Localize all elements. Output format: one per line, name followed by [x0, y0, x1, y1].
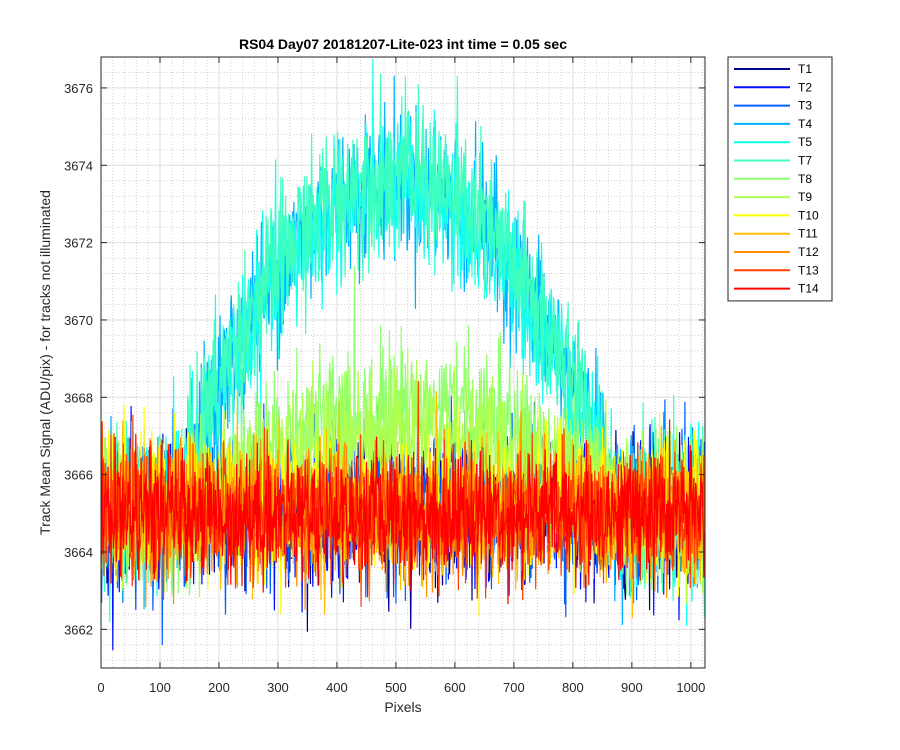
legend-label-t1: T1 — [798, 62, 812, 76]
x-tick-label: 1000 — [676, 680, 705, 695]
x-tick-label: 600 — [444, 680, 466, 695]
legend-label-t9: T9 — [798, 190, 812, 204]
x-tick-labels: 0 100 200 300 400 500 600 700 800 900 1000 — [97, 680, 705, 695]
legend-label-t10: T10 — [798, 208, 819, 222]
y-tick-label: 3666 — [64, 468, 93, 483]
legend-label-t13: T13 — [798, 263, 819, 277]
y-tick-label: 3676 — [64, 81, 93, 96]
y-tick-labels: 3662 3664 3666 3668 3670 3672 3674 3676 — [64, 81, 93, 637]
y-tick-label: 3670 — [64, 313, 93, 328]
y-tick-label: 3674 — [64, 158, 93, 173]
tick-marks — [100, 57, 705, 668]
series-line-t14 — [101, 419, 705, 605]
legend-label-t8: T8 — [798, 172, 812, 186]
x-tick-label: 200 — [208, 680, 230, 695]
y-axis-label: Track Mean Signal (ADU/pix) - for tracks… — [37, 190, 53, 535]
x-tick-label: 300 — [267, 680, 289, 695]
legend-label-t5: T5 — [798, 135, 812, 149]
legend-label-t12: T12 — [798, 245, 819, 259]
x-tick-label: 500 — [385, 680, 407, 695]
x-tick-label: 400 — [326, 680, 348, 695]
x-tick-label: 700 — [503, 680, 525, 695]
y-tick-label: 3668 — [64, 390, 93, 405]
y-tick-label: 3664 — [64, 545, 93, 560]
legend-label-t14: T14 — [798, 282, 819, 296]
y-tick-label: 3672 — [64, 236, 93, 251]
legend-label-t7: T7 — [798, 154, 812, 168]
legend-label-t3: T3 — [798, 99, 812, 113]
x-tick-label: 800 — [562, 680, 584, 695]
legend-label-t2: T2 — [798, 80, 812, 94]
plot-frame — [100, 56, 706, 669]
x-tick-label: 0 — [97, 680, 104, 695]
legend-label-t4: T4 — [798, 117, 812, 131]
x-tick-label: 900 — [621, 680, 643, 695]
legend: T1 T2 T3 T4 T5 T7 T8 T9 T10 T11 T12 T13 T14 — [727, 56, 833, 302]
y-tick-label: 3662 — [64, 622, 93, 637]
legend-label-t11: T11 — [798, 227, 818, 241]
x-tick-label: 100 — [149, 680, 171, 695]
x-axis-label: Pixels — [384, 699, 421, 715]
series-layer — [101, 58, 705, 651]
chart-title: RS04 Day07 20181207-Lite-023 int time = … — [239, 36, 567, 52]
